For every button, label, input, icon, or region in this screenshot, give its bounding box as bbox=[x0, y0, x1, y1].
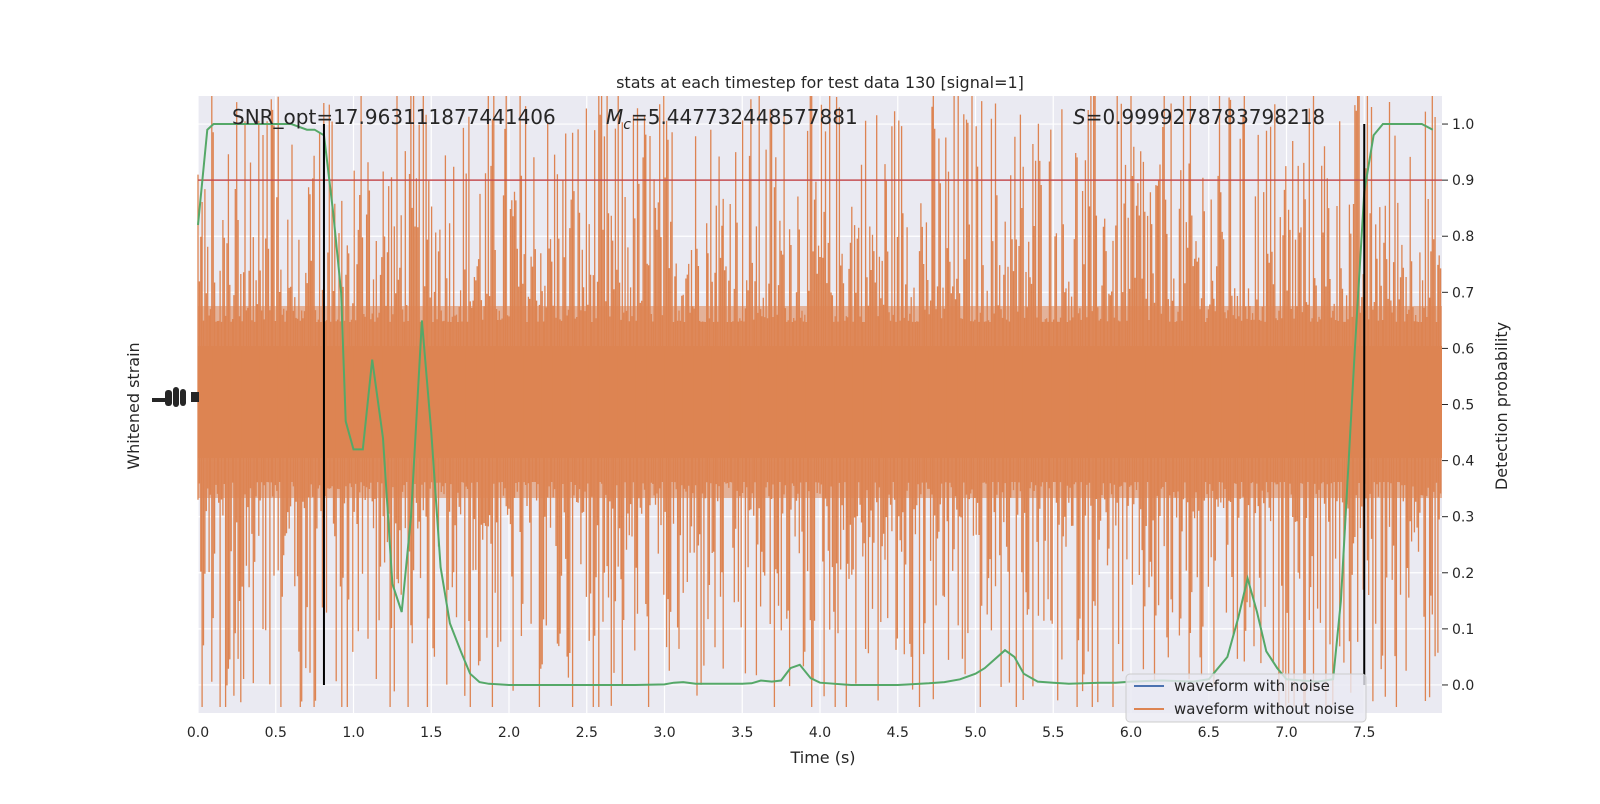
x-tick-label: 5.0 bbox=[964, 725, 986, 741]
y-tick-label: 0.7 bbox=[1452, 285, 1474, 301]
x-tick-label: 4.5 bbox=[887, 725, 909, 741]
x-tick-label: 0.5 bbox=[265, 725, 287, 741]
y-tick-label: 0.4 bbox=[1452, 454, 1474, 470]
x-tick-label: 4.0 bbox=[809, 725, 831, 741]
s-annotation: S=0.9999278783798218 bbox=[1073, 105, 1325, 129]
legend-box bbox=[1125, 673, 1367, 723]
y-axis-label-right: Detection probability bbox=[1492, 322, 1511, 490]
x-ticks: 0.0 0.5 1.0 1.5 2.0 2.5 3.0 3.5 4.0 4.5 5.0 5.5 6.0 6… bbox=[187, 725, 1376, 741]
x-tick-label: 3.0 bbox=[653, 725, 675, 741]
mc-symbol: M bbox=[606, 105, 623, 129]
y-tick-label: 0.8 bbox=[1452, 229, 1474, 245]
x-tick-label: 1.5 bbox=[420, 725, 442, 741]
y-tick-label: 0.6 bbox=[1452, 341, 1474, 357]
y-tick-label: 0.3 bbox=[1452, 510, 1474, 526]
s-value: =0.9999278783798218 bbox=[1086, 105, 1325, 129]
y-axis-label-left: Whitened strain bbox=[124, 342, 143, 469]
x-tick-label: 0.0 bbox=[187, 725, 209, 741]
mc-annotation: Mc=5.447732448577881 bbox=[606, 105, 858, 133]
y-ticks-right: 0.0 0.1 0.2 0.3 0.4 0.5 0.6 0.7 0.8 0.9 1.0 bbox=[1442, 117, 1474, 694]
y-tick-label: 0.1 bbox=[1452, 622, 1474, 638]
legend-label-with-noise: waveform with noise bbox=[1174, 677, 1330, 695]
x-axis-label: Time (s) bbox=[789, 748, 855, 767]
probability-group bbox=[197, 123, 1434, 686]
waveform-without-noise bbox=[197, 96, 1442, 707]
mc-subscript: c bbox=[623, 117, 631, 133]
x-tick-label: 1.0 bbox=[342, 725, 364, 741]
mc-value: =5.447732448577881 bbox=[631, 105, 858, 129]
legend-label-without-noise: waveform without noise bbox=[1174, 700, 1354, 718]
x-tick-label: 7.0 bbox=[1275, 725, 1297, 741]
y-tick-label: 1.0 bbox=[1452, 117, 1474, 133]
x-tick-label: 5.5 bbox=[1042, 725, 1064, 741]
snr-annotation: SNR_opt=17.963111877441406 bbox=[232, 105, 556, 129]
x-tick-label: 2.0 bbox=[498, 725, 520, 741]
y-tick-label: 0.5 bbox=[1452, 398, 1474, 414]
event-lines bbox=[322, 124, 1366, 685]
noise-trace bbox=[197, 96, 1442, 707]
x-tick-label: 6.5 bbox=[1198, 725, 1220, 741]
x-tick-label: 6.0 bbox=[1120, 725, 1142, 741]
y-tick-label: 0.0 bbox=[1452, 678, 1474, 694]
s-symbol: S bbox=[1073, 105, 1086, 129]
y-tick-label: 0.9 bbox=[1452, 173, 1474, 189]
left-tick-blob bbox=[152, 387, 199, 407]
probability-line bbox=[197, 123, 1434, 686]
legend: waveform with noise waveform without noi… bbox=[1125, 673, 1367, 723]
x-tick-label: 7.5 bbox=[1353, 725, 1375, 741]
chart-title: stats at each timestep for test data 130… bbox=[616, 73, 1024, 92]
x-tick-label: 3.5 bbox=[731, 725, 753, 741]
x-tick-label: 2.5 bbox=[576, 725, 598, 741]
y-tick-label: 0.2 bbox=[1452, 566, 1474, 582]
